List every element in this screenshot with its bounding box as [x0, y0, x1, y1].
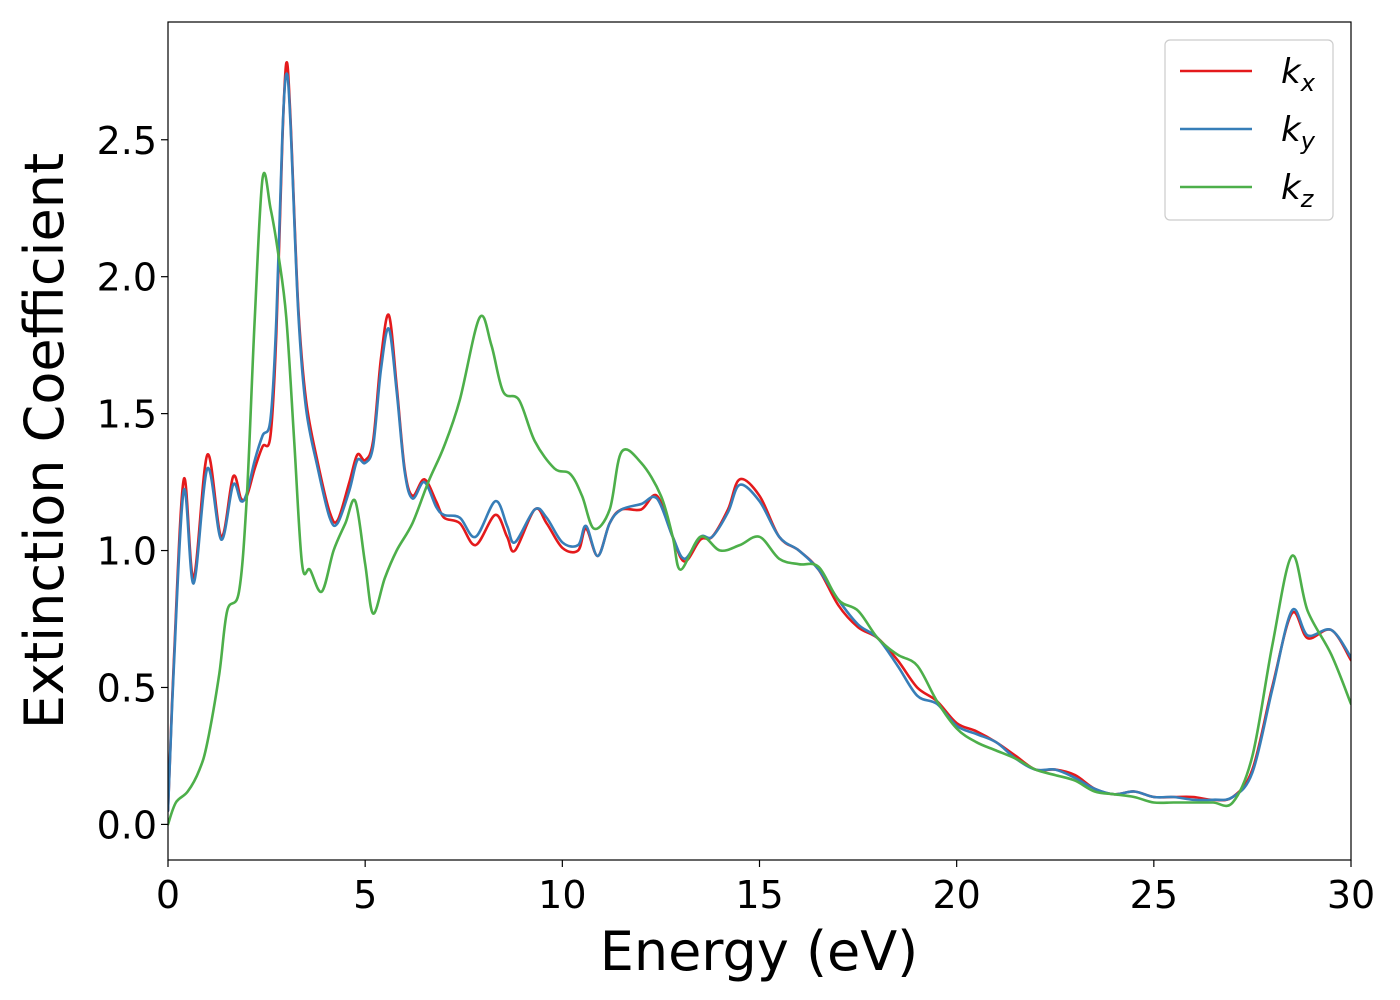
series-line-k-z [168, 171, 1351, 826]
y-tick-label: 2.0 [97, 256, 157, 300]
y-axis-ticks: 0.0 0.5 1.0 1.5 2.0 2.5 [97, 119, 168, 847]
series-line-k-y [168, 72, 1351, 812]
legend-label-k-y: ky [1281, 110, 1316, 155]
x-tick-label: 30 [1327, 873, 1375, 917]
x-tick-label: 10 [538, 873, 586, 917]
x-axis-title: Energy (eV) [600, 920, 919, 983]
y-tick-label: 1.5 [97, 393, 157, 437]
legend-label-k-x: kx [1281, 52, 1316, 97]
legend-label-k-z: kz [1281, 168, 1315, 213]
y-axis-title: Extinction Coefficient [13, 153, 76, 729]
x-tick-label: 20 [932, 873, 980, 917]
x-tick-label: 15 [735, 873, 783, 917]
y-tick-label: 0.5 [97, 666, 157, 710]
y-tick-label: 1.0 [97, 530, 157, 574]
x-tick-label: 0 [156, 873, 180, 917]
legend: kx ky kz [1164, 39, 1334, 221]
x-tick-label: 5 [353, 873, 377, 917]
x-axis-ticks: 0 5 10 15 20 25 30 [156, 860, 1375, 917]
series-lines [168, 60, 1351, 826]
y-tick-label: 0.0 [97, 803, 157, 847]
x-tick-label: 25 [1130, 873, 1178, 917]
y-tick-label: 2.5 [97, 119, 157, 163]
